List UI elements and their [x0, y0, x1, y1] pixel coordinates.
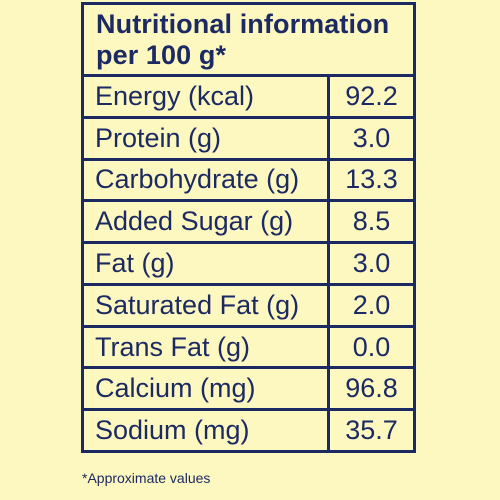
- nutrient-value: 2.0: [352, 289, 391, 320]
- nutrient-label: Trans Fat (g): [84, 327, 330, 367]
- nutrient-label: Calcium (mg): [84, 369, 330, 409]
- nutrient-label: Protein (g): [84, 118, 330, 158]
- table-row: Carbohydrate (g) 13.3: [84, 160, 413, 203]
- title-line-2: per 100 g*: [96, 40, 227, 70]
- table-row: Added Sugar (g) 8.5: [84, 202, 413, 245]
- nutrient-label: Saturated Fat (g): [84, 285, 330, 325]
- nutrient-value: 3.0: [352, 248, 391, 279]
- nutrient-value: 8.5: [352, 206, 391, 237]
- nutrition-table: Nutritional information per 100 g* Energ…: [81, 2, 416, 453]
- title-line-1: Nutritional information: [96, 9, 390, 39]
- nutrient-label: Added Sugar (g): [84, 202, 330, 242]
- table-row: Sodium (mg) 35.7: [84, 411, 413, 451]
- table-row: Calcium (mg) 96.8: [84, 369, 413, 412]
- table-row: Saturated Fat (g) 2.0: [84, 285, 413, 328]
- nutrition-rows: Energy (kcal) 92.2 Protein (g) 3.0 Carbo…: [84, 77, 413, 451]
- nutrient-label: Energy (kcal): [84, 77, 330, 116]
- nutrient-value: 13.3: [345, 164, 398, 195]
- nutrient-label: Fat (g): [84, 244, 330, 283]
- table-row: Fat (g) 3.0: [84, 244, 413, 286]
- table-row: Trans Fat (g) 0.0: [84, 327, 413, 370]
- nutrient-label: Carbohydrate (g): [84, 160, 330, 200]
- nutrient-value: 35.7: [345, 415, 398, 446]
- table-row: Energy (kcal) 92.2: [84, 77, 413, 119]
- nutrient-value: 3.0: [352, 122, 391, 153]
- footnote: *Approximate values: [82, 470, 211, 486]
- nutrient-value: 92.2: [345, 80, 398, 111]
- table-row: Protein (g) 3.0: [84, 118, 413, 161]
- nutrient-value: 96.8: [345, 373, 398, 404]
- nutrition-title: Nutritional information per 100 g*: [84, 5, 413, 77]
- nutrient-value: 0.0: [352, 331, 391, 362]
- nutrient-label: Sodium (mg): [84, 411, 330, 451]
